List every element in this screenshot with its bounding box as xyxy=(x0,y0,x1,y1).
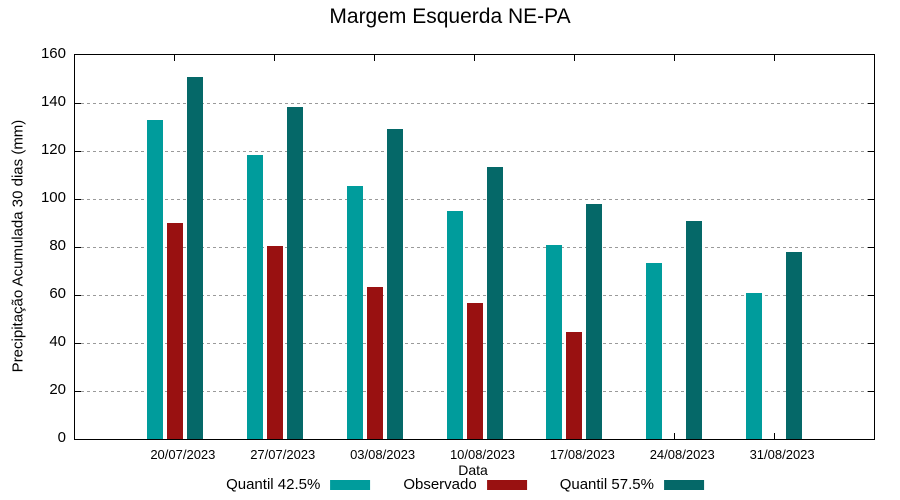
y-tick-label-160: 160 xyxy=(40,45,66,62)
x-tick-mark-top-6 xyxy=(673,55,675,61)
bar-quantil-57.5--3 xyxy=(386,129,403,439)
legend-item-quantil-57.5-: Quantil 57.5% xyxy=(560,476,704,493)
x-tick-mark-top-4 xyxy=(474,55,475,61)
bar-quantil-57.5--6 xyxy=(686,220,703,439)
y-tick-label-120: 120 xyxy=(40,141,66,158)
x-tick-mark-bottom-6 xyxy=(673,433,675,439)
bar-quantil-42.5--1 xyxy=(146,119,163,439)
bar-observado-4 xyxy=(466,303,483,439)
bar-quantil-42.5--6 xyxy=(646,262,663,439)
y-tick-label-100: 100 xyxy=(40,189,66,206)
y-tick-mark-left-40 xyxy=(75,342,81,344)
bar-observado-2 xyxy=(266,245,283,439)
y-tick-mark-left-140 xyxy=(75,102,81,104)
bar-quantil-57.5--1 xyxy=(186,76,203,439)
legend-label: Observado xyxy=(403,476,477,493)
bar-quantil-57.5--2 xyxy=(286,106,303,439)
x-tick-mark-top-7 xyxy=(773,55,775,61)
gridline-y-80 xyxy=(75,246,874,248)
bar-quantil-42.5--3 xyxy=(346,185,363,439)
y-tick-label-80: 80 xyxy=(49,237,66,254)
x-tick-mark-top-5 xyxy=(573,55,575,61)
legend-label: Quantil 57.5% xyxy=(559,476,654,493)
bar-quantil-42.5--7 xyxy=(746,292,763,439)
legend-label: Quantil 42.5% xyxy=(226,476,321,493)
y-tick-mark-right-40 xyxy=(868,342,874,344)
gridline-y-120 xyxy=(75,150,874,152)
legend: Quantil 42.5% Observado Quantil 57.5% xyxy=(226,476,704,493)
y-tick-mark-right-60 xyxy=(868,294,874,296)
gridline-y-100 xyxy=(75,198,874,200)
y-tick-mark-right-100 xyxy=(868,198,874,200)
legend-item-quantil-42.5-: Quantil 42.5% xyxy=(226,476,371,493)
x-tick-mark-bottom-7 xyxy=(773,433,775,439)
y-tick-mark-left-60 xyxy=(75,294,81,296)
legend-swatch xyxy=(663,479,704,490)
y-tick-mark-right-120 xyxy=(868,150,874,152)
legend-swatch xyxy=(330,479,371,490)
legend-swatch xyxy=(486,479,527,490)
chart-title: Margem Esquerda NE-PA xyxy=(329,5,571,28)
gridline-y-60 xyxy=(75,294,874,296)
x-tick-mark-top-2 xyxy=(274,55,276,61)
x-tick-label-4: 10/08/2023 xyxy=(449,447,516,462)
x-tick-label-1: 20/07/2023 xyxy=(150,447,216,462)
y-tick-mark-right-20 xyxy=(868,390,874,392)
y-tick-mark-right-80 xyxy=(868,246,874,248)
bar-quantil-57.5--7 xyxy=(786,251,803,439)
plot-area xyxy=(74,54,875,440)
y-tick-mark-right-140 xyxy=(868,102,874,104)
bar-observado-3 xyxy=(366,286,383,439)
bar-quantil-42.5--4 xyxy=(446,211,463,439)
y-tick-mark-left-20 xyxy=(75,390,81,392)
x-tick-label-5: 17/08/2023 xyxy=(549,447,615,462)
x-axis-title: Data xyxy=(458,462,488,478)
x-tick-label-7: 31/08/2023 xyxy=(749,447,815,462)
gridline-y-140 xyxy=(75,102,874,104)
y-tick-mark-left-120 xyxy=(75,150,81,152)
x-tick-mark-top-1 xyxy=(174,55,176,61)
x-tick-label-2: 27/07/2023 xyxy=(250,447,316,462)
x-tick-label-3: 03/08/2023 xyxy=(350,447,416,462)
bar-quantil-57.5--4 xyxy=(486,166,503,439)
y-tick-mark-left-100 xyxy=(75,198,81,200)
bar-quantil-42.5--5 xyxy=(546,244,563,439)
y-tick-mark-left-80 xyxy=(75,246,81,248)
legend-item-observado: Observado xyxy=(403,476,527,493)
x-tick-label-6: 24/08/2023 xyxy=(649,447,715,462)
bar-observado-1 xyxy=(166,223,183,439)
bar-observado-5 xyxy=(566,332,583,439)
y-tick-label-140: 140 xyxy=(40,93,66,110)
y-tick-label-20: 20 xyxy=(49,381,66,398)
y-tick-label-0: 0 xyxy=(57,429,66,446)
bar-quantil-57.5--5 xyxy=(586,203,603,439)
y-tick-label-60: 60 xyxy=(49,285,66,302)
bar-quantil-42.5--2 xyxy=(246,154,263,439)
x-tick-mark-top-3 xyxy=(374,55,376,61)
y-tick-label-40: 40 xyxy=(49,333,66,350)
